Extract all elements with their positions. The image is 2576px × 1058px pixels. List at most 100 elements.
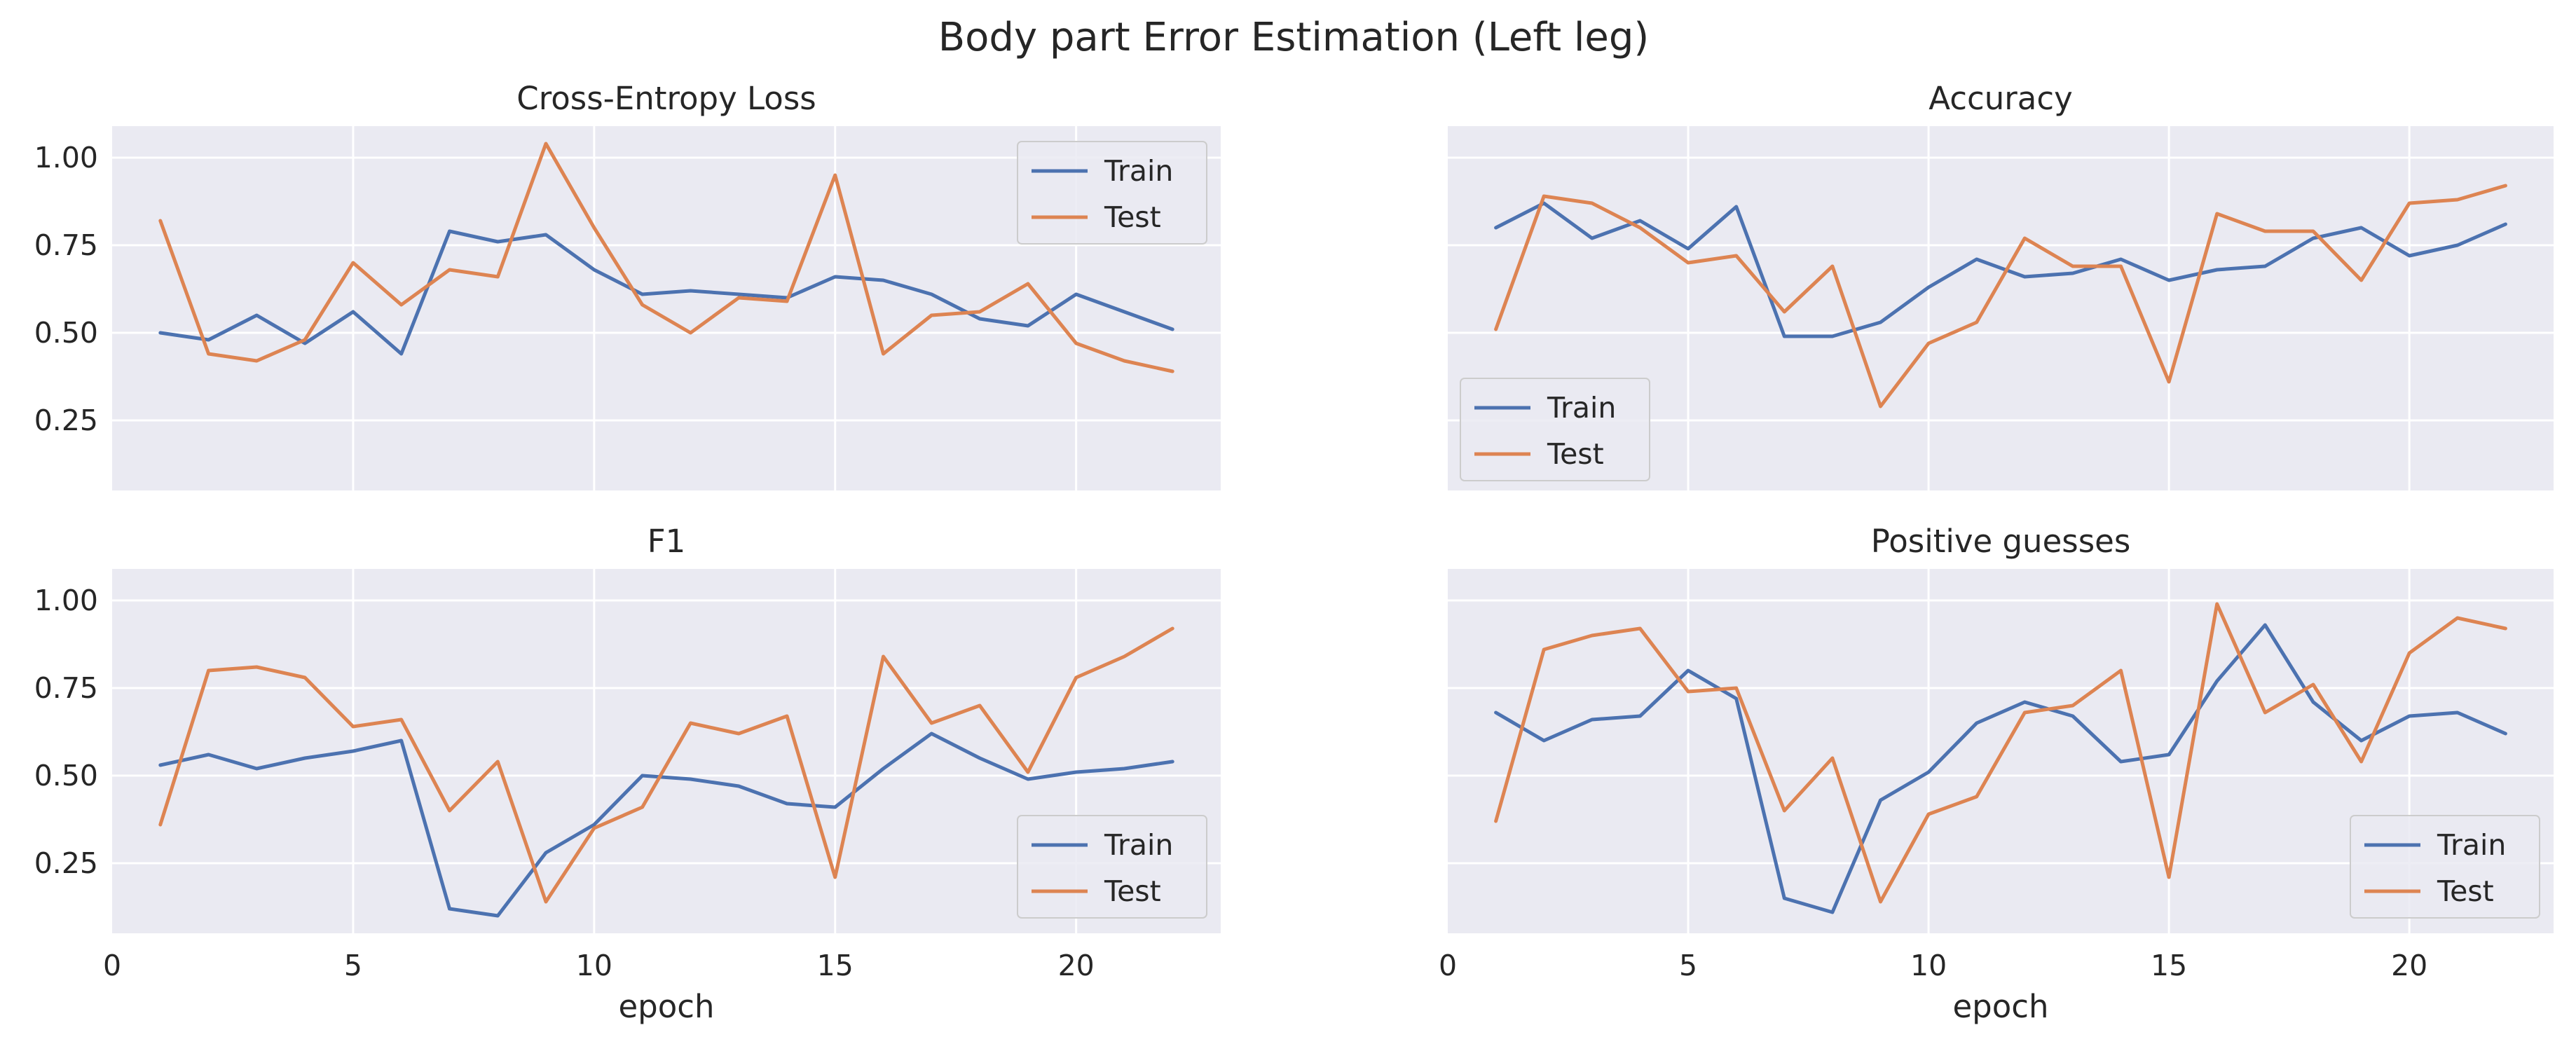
positive-guesses-series-train-point xyxy=(2072,715,2074,717)
positive-guesses-series-test-point xyxy=(2457,617,2458,619)
accuracy-series-train-point xyxy=(2505,224,2506,225)
f1-x-tick-label: 20 xyxy=(1058,949,1095,982)
accuracy-series-train-point xyxy=(2457,245,2458,246)
accuracy-series-train-point xyxy=(2264,266,2266,267)
cross-entropy-loss-series-test-point xyxy=(1172,371,1173,372)
accuracy-series-test-point xyxy=(2361,280,2362,281)
accuracy-series-train-point xyxy=(1591,238,1593,239)
accuracy-series-test-point xyxy=(2168,381,2170,383)
f1-series-train-point xyxy=(304,757,306,759)
accuracy-series-test-point xyxy=(1591,202,1593,204)
accuracy-series-test-point xyxy=(1495,329,1497,330)
cross-entropy-loss-series-test-point xyxy=(883,353,884,355)
positive-guesses-series-test-line xyxy=(1494,602,2507,904)
positive-guesses-title: Positive guesses xyxy=(1871,523,2131,560)
accuracy-series-test-point xyxy=(1879,406,1881,407)
f1-series-train-line xyxy=(158,731,1174,918)
f1-x-tick-label: 5 xyxy=(344,949,362,982)
positive-guesses-series-test-point xyxy=(2409,652,2410,654)
f1-x-axis-label: epoch xyxy=(618,988,714,1025)
f1-series-test-point xyxy=(690,722,691,724)
cross-entropy-loss-series-train-point xyxy=(1172,329,1173,330)
cross-entropy-loss-series-train-point xyxy=(1027,325,1029,327)
cross-entropy-loss-series-train-line xyxy=(158,229,1174,356)
f1-series-test-point xyxy=(642,806,643,808)
positive-guesses-series-test-point xyxy=(1495,820,1497,822)
f1-y-tick-label: 0.50 xyxy=(34,759,98,792)
positive-guesses-series-train-point xyxy=(1976,722,1978,724)
cross-entropy-loss-y-tick-label: 0.75 xyxy=(34,228,98,262)
f1-series-train-point xyxy=(352,750,354,752)
f1-title: F1 xyxy=(648,523,686,560)
cross-entropy-loss-series-train-point xyxy=(304,343,306,344)
panel-positive-guesses: 0 5 10 15 20 epoch Positive guesses Train Test xyxy=(1439,523,2554,1025)
f1-x-tick-label: 0 xyxy=(103,949,121,982)
positive-guesses-x-tick-label: 20 xyxy=(2391,949,2427,982)
cross-entropy-loss-y-tick-label: 0.50 xyxy=(34,316,98,350)
positive-guesses-x-tick-label: 10 xyxy=(1910,949,1947,982)
cross-entropy-loss-legend-label-test: Test xyxy=(1104,200,1161,234)
accuracy-series-train-point xyxy=(2168,280,2170,281)
cross-entropy-loss-legend-label-train: Train xyxy=(1104,154,1173,188)
cross-entropy-loss-series-train-point xyxy=(256,315,257,316)
positive-guesses-series-train-point xyxy=(2409,715,2410,717)
positive-guesses-x-tick-label: 5 xyxy=(1679,949,1697,982)
accuracy-series-test-line xyxy=(1494,184,2507,408)
panel-f1: 0.25 0.50 0.75 1.00 0 5 10 15 20 epoch F1 Train Test xyxy=(34,523,1221,1025)
cross-entropy-loss-y-tick-label: 0.25 xyxy=(34,404,98,437)
f1-series-test-point xyxy=(1172,628,1173,629)
cross-entropy-loss-series-test-point xyxy=(690,332,691,334)
positive-guesses-series-test-point xyxy=(1928,813,1929,815)
cross-entropy-loss-legend: Train Test xyxy=(1017,141,1207,245)
f1-y-tick-label: 0.25 xyxy=(34,846,98,880)
accuracy-title: Accuracy xyxy=(1928,80,2072,117)
f1-series-test-point xyxy=(256,666,257,668)
f1-series-train-point xyxy=(1027,778,1029,780)
accuracy-series-train-point xyxy=(2072,273,2074,274)
positive-guesses-series-test-point xyxy=(2505,628,2506,629)
f1-series-test-point xyxy=(786,715,788,717)
positive-guesses-x-tick-label: 15 xyxy=(2151,949,2187,982)
accuracy-series-train-point xyxy=(1783,336,1785,337)
figure-title: Body part Error Estimation (Left leg) xyxy=(938,15,1650,60)
cross-entropy-loss-series-test-point xyxy=(786,301,788,302)
cross-entropy-loss-title: Cross-Entropy Loss xyxy=(516,80,816,117)
cross-entropy-loss-series-train-point xyxy=(642,294,643,295)
accuracy-series-train-point xyxy=(1879,322,1881,323)
cross-entropy-loss-series-test-point xyxy=(256,360,257,362)
cross-entropy-loss-series-train-point xyxy=(448,231,450,232)
cross-entropy-loss-series-train-point xyxy=(931,294,932,295)
f1-series-test-point xyxy=(931,722,932,724)
accuracy-series-test-point xyxy=(1976,322,1978,323)
cross-entropy-loss-series-train-point xyxy=(208,339,210,341)
accuracy-legend: Train Test xyxy=(1460,378,1650,481)
f1-series-test-point xyxy=(1027,771,1029,773)
cross-entropy-loss-y-tick-label: 1.00 xyxy=(34,141,98,174)
accuracy-series-test-point xyxy=(2409,202,2410,204)
f1-y-tick-label: 0.75 xyxy=(34,671,98,705)
cross-entropy-loss-series-test-point xyxy=(304,339,306,341)
cross-entropy-loss-series-test-line xyxy=(158,142,1174,373)
positive-guesses-series-test-point xyxy=(2168,877,2170,878)
positive-guesses-x-axis-label: epoch xyxy=(1952,988,2048,1025)
cross-entropy-loss-series-train-point xyxy=(883,280,884,281)
positive-guesses-legend-label-test: Test xyxy=(2437,874,2494,908)
positive-guesses-series-train-point xyxy=(1928,771,1929,773)
cross-entropy-loss-series-train-point xyxy=(401,353,402,355)
positive-guesses-legend: Train Test xyxy=(2350,815,2540,919)
positive-guesses-x-tick-label: 0 xyxy=(1439,949,1457,982)
cross-entropy-loss-series-test-point xyxy=(208,353,210,355)
accuracy-series-test-point xyxy=(2264,231,2266,232)
accuracy-legend-label-train: Train xyxy=(1547,391,1616,425)
panel-accuracy: Accuracy Train Test xyxy=(1448,80,2554,490)
accuracy-series-train-line xyxy=(1494,201,2507,338)
accuracy-series-test-point xyxy=(1928,343,1929,344)
accuracy-series-train-point xyxy=(1928,287,1929,288)
f1-legend: Train Test xyxy=(1017,815,1207,919)
f1-series-test-line xyxy=(158,626,1174,904)
f1-legend-label-train: Train xyxy=(1104,828,1173,862)
f1-y-tick-label: 1.00 xyxy=(34,584,98,617)
accuracy-legend-label-test: Test xyxy=(1547,437,1604,471)
